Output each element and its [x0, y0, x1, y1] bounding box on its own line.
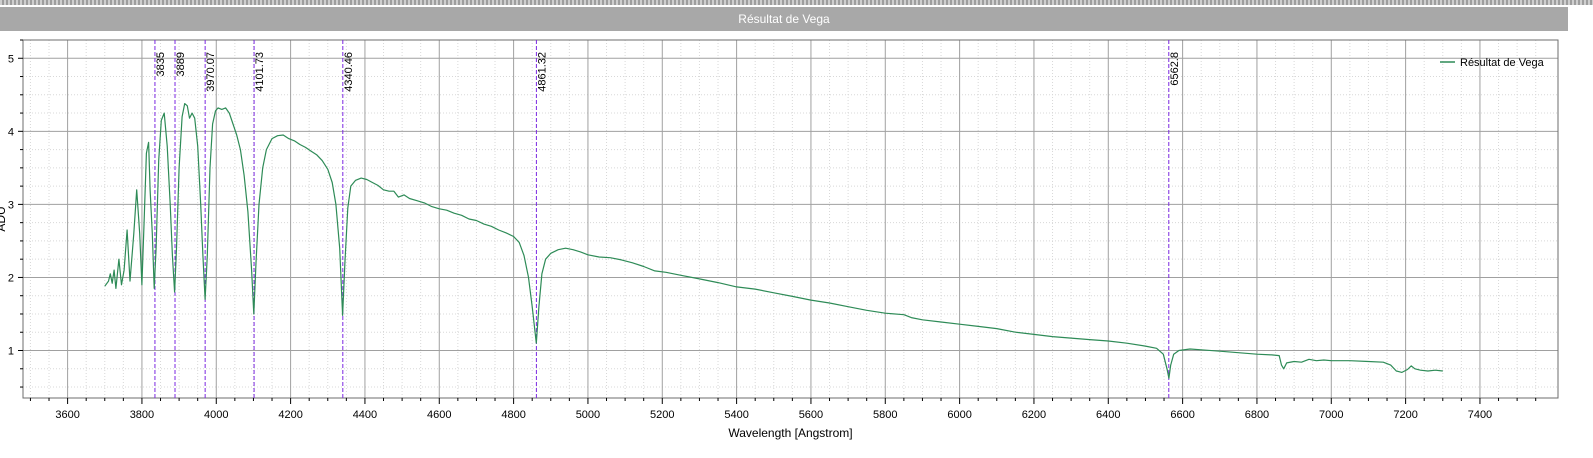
y-tick-label: 3	[8, 199, 14, 211]
x-tick-label: 6600	[1170, 409, 1194, 421]
x-tick-label: 6400	[1096, 409, 1120, 421]
x-tick-label: 7400	[1468, 409, 1492, 421]
x-tick-label: 4800	[501, 409, 525, 421]
line-marker-label: 3835	[155, 52, 167, 76]
x-tick-label: 4600	[427, 409, 451, 421]
chart-title-bar: Résultat de Vega	[0, 7, 1568, 31]
x-tick-label: 6000	[947, 409, 971, 421]
x-tick-label: 3600	[55, 409, 79, 421]
y-tick-label: 5	[8, 53, 14, 65]
minor-grid	[23, 39, 1558, 398]
line-marker-label: 3889	[175, 52, 187, 76]
window-top-strip	[0, 0, 1593, 5]
x-tick-label: 5000	[576, 409, 600, 421]
line-marker-label: 3970.07	[205, 52, 217, 92]
chart-window-title: Résultat de Vega	[738, 12, 830, 26]
legend-entry: Résultat de Vega	[1460, 57, 1545, 69]
line-marker-label: 4340.46	[343, 52, 355, 92]
x-tick-label: 7000	[1319, 409, 1343, 421]
line-marker-label: 4861.32	[536, 52, 548, 92]
x-axis-ticks: 3600 3800 4000 4200 4400 4600 4800 5000 5200 5400…	[55, 398, 1492, 421]
x-tick-label: 4000	[204, 409, 228, 421]
y-tick-label: 2	[8, 272, 14, 284]
line-markers: 3835 3889 3970.07 4101.73 4340.46 4861.32 6562…	[154, 40, 1181, 398]
x-tick-label: 3800	[130, 409, 154, 421]
minor-ticks	[20, 39, 1537, 401]
major-grid	[23, 40, 1558, 398]
x-axis-label: Wavelength [Angstrom]	[728, 426, 852, 440]
x-tick-label: 4200	[278, 409, 302, 421]
y-tick-label: 1	[8, 346, 14, 358]
line-marker-label: 4101.73	[254, 52, 266, 92]
x-tick-label: 4400	[353, 409, 377, 421]
y-axis-ticks: 1 2 3 4 5	[8, 53, 23, 358]
x-tick-label: 5800	[873, 409, 897, 421]
x-tick-label: 5400	[724, 409, 748, 421]
plot-frame	[22, 39, 1559, 399]
series-line	[104, 103, 1443, 379]
x-tick-label: 5200	[650, 409, 674, 421]
y-tick-label: 4	[8, 126, 14, 138]
legend: Résultat de Vega	[1440, 57, 1545, 69]
series-layer	[104, 103, 1443, 379]
x-tick-label: 5600	[799, 409, 823, 421]
y-axis-label: ADU	[0, 206, 8, 231]
x-tick-label: 6200	[1022, 409, 1046, 421]
x-tick-label: 6800	[1245, 409, 1269, 421]
line-marker-label: 6562.8	[1169, 52, 1181, 86]
x-tick-label: 7200	[1393, 409, 1417, 421]
